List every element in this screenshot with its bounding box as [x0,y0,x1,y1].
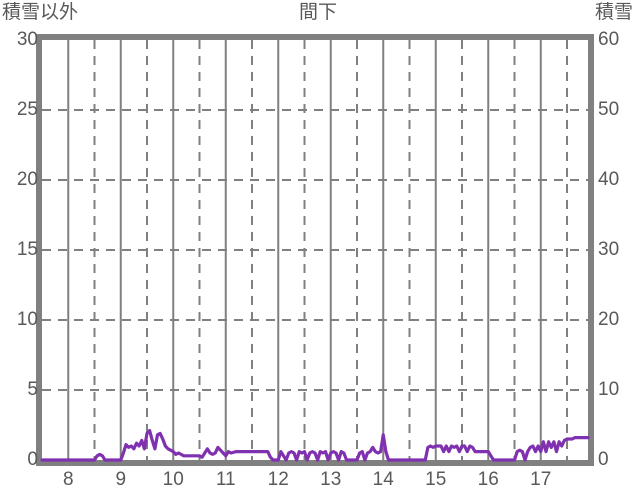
series-layer [40,429,590,462]
y-axis-tick-left: 15 [16,239,38,260]
y-axis-tick-left: 0 [27,449,38,470]
x-axis-tick: 13 [320,469,342,490]
x-axis-tick: 12 [267,469,289,490]
y-axis-tick-right: 0 [598,449,609,470]
y-axis-tick-right: 40 [598,169,620,190]
x-axis-tick: 11 [215,469,236,490]
x-axis-tick: 10 [162,469,184,490]
plot-frame [36,34,594,466]
x-axis-tick: 14 [372,469,394,490]
y-axis-tick-right: 60 [598,29,620,50]
x-axis-tick: 8 [62,469,74,490]
y-axis-tick-right: 30 [598,239,620,260]
y-axis-tick-left: 25 [16,99,38,120]
x-axis-tick: 15 [425,469,447,490]
y-axis-tick-left: 5 [27,379,38,400]
y-axis-tick-left: 30 [16,29,38,50]
horizontal-gridlines [42,109,588,391]
plot-spines [36,34,594,460]
x-axis-tick: 16 [477,469,499,490]
y-axis-tick-left: 10 [16,309,38,330]
series-line-0 [40,429,590,462]
y-axis-tick-left: 20 [16,169,38,190]
page-title: 間下 [298,2,337,23]
y-axis-tick-right: 10 [598,379,620,400]
y-axis-tick-right: 20 [598,309,620,330]
x-axis-tick: 17 [530,469,552,490]
left-axis-unit-label: 積雪以外 [2,2,79,23]
y-axis-tick-right: 50 [598,99,620,120]
right-axis-unit-label: 積雪 [594,2,633,23]
x-axis-tick: 9 [115,469,127,490]
